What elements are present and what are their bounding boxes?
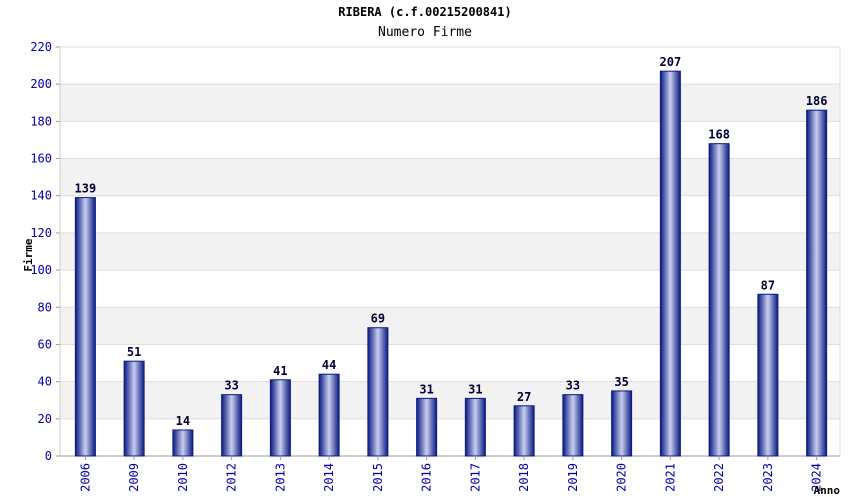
bar-2012 <box>221 394 243 457</box>
y-tick-label: 220 <box>30 40 52 54</box>
y-tick-label: 40 <box>38 375 52 389</box>
data-label-2024: 186 <box>806 94 828 108</box>
x-tick-label-2016: 2016 <box>420 463 434 492</box>
x-tick-label-2012: 2012 <box>225 463 239 492</box>
x-tick-label-2024: 2024 <box>810 463 824 492</box>
x-tick-label-2023: 2023 <box>761 463 775 492</box>
x-tick-label-2013: 2013 <box>273 463 287 492</box>
y-tick-label: 0 <box>45 449 52 463</box>
y-tick-label: 200 <box>30 77 52 91</box>
x-tick-label-2015: 2015 <box>371 463 385 492</box>
y-tick-label: 140 <box>30 189 52 203</box>
data-label-2010: 14 <box>176 414 190 428</box>
bar-2015 <box>367 327 389 457</box>
x-tick-label-2009: 2009 <box>127 463 141 492</box>
x-tick-label-2021: 2021 <box>663 463 677 492</box>
x-tick-label-2018: 2018 <box>517 463 531 492</box>
bar-2020 <box>611 390 633 457</box>
data-label-2022: 168 <box>708 128 730 142</box>
y-tick-label: 180 <box>30 114 52 128</box>
bar-2021 <box>659 70 681 457</box>
y-axis-label: Firme <box>22 238 35 271</box>
grid-band <box>60 84 840 122</box>
bar-2024 <box>806 109 828 457</box>
data-label-2009: 51 <box>127 345 141 359</box>
data-label-2021: 207 <box>660 55 682 69</box>
y-tick-label: 80 <box>38 300 52 314</box>
bar-2016 <box>416 397 438 457</box>
data-label-2014: 44 <box>322 358 336 372</box>
bar-2006 <box>74 197 96 457</box>
x-tick-label-2017: 2017 <box>468 463 482 492</box>
data-label-2017: 31 <box>468 382 482 396</box>
data-label-2018: 27 <box>517 390 531 404</box>
bar-2018 <box>513 405 535 457</box>
y-tick-label: 120 <box>30 226 52 240</box>
x-tick-label-2020: 2020 <box>615 463 629 492</box>
data-label-2013: 41 <box>273 364 287 378</box>
bar-2014 <box>318 373 340 457</box>
bar-2017 <box>464 397 486 457</box>
x-tick-label-2022: 2022 <box>712 463 726 492</box>
data-label-2015: 69 <box>371 312 385 326</box>
bar-2022 <box>708 143 730 457</box>
y-tick-label: 160 <box>30 152 52 166</box>
bar-2023 <box>757 293 779 457</box>
bar-2013 <box>269 379 291 457</box>
data-label-2006: 139 <box>75 182 97 196</box>
bar-2019 <box>562 394 584 457</box>
bar-2009 <box>123 360 145 457</box>
x-tick-label-2006: 2006 <box>78 463 92 492</box>
data-label-2020: 35 <box>614 375 628 389</box>
data-label-2016: 31 <box>419 382 433 396</box>
data-label-2019: 33 <box>566 379 580 393</box>
x-tick-label-2019: 2019 <box>566 463 580 492</box>
y-tick-label: 20 <box>38 412 52 426</box>
data-label-2023: 87 <box>761 278 775 292</box>
chart-subtitle: Numero Firme <box>378 25 472 40</box>
chart-title: RIBERA (c.f.00215200841) <box>338 5 512 19</box>
x-tick-label-2010: 2010 <box>176 463 190 492</box>
bar-2010 <box>172 429 194 457</box>
data-label-2012: 33 <box>224 379 238 393</box>
y-tick-label: 60 <box>38 337 52 351</box>
x-tick-label-2014: 2014 <box>322 463 336 492</box>
x-axis-label: Anno <box>814 484 841 497</box>
y-tick-label: 100 <box>30 263 52 277</box>
